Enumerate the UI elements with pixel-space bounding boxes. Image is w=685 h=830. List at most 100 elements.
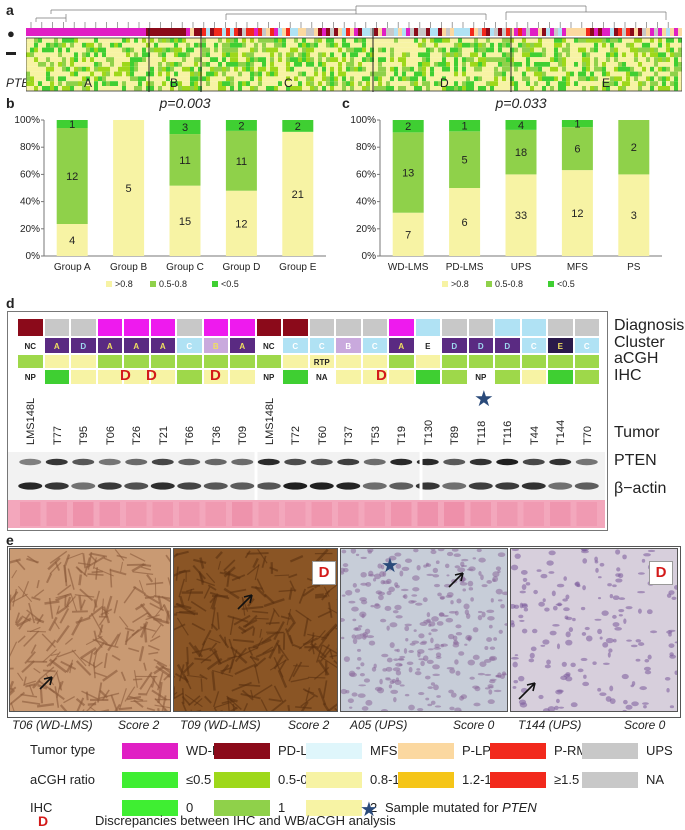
tissue-fiber bbox=[270, 699, 287, 711]
tissue-fiber bbox=[10, 680, 15, 690]
acgh-cell bbox=[538, 38, 542, 43]
acgh-cell bbox=[142, 47, 146, 53]
acgh-cell bbox=[258, 47, 262, 53]
tissue-fiber bbox=[44, 600, 60, 605]
acgh-cell bbox=[258, 62, 262, 67]
acgh-cell bbox=[266, 66, 270, 72]
acgh-cell bbox=[530, 86, 534, 91]
acgh-cell bbox=[150, 42, 154, 48]
acgh-cell bbox=[122, 57, 126, 62]
cell-nucleus bbox=[393, 696, 397, 703]
ihc-cell bbox=[282, 369, 309, 385]
acgh-cell bbox=[110, 47, 114, 53]
acgh-cell bbox=[238, 86, 242, 91]
acgh-cell bbox=[630, 52, 634, 58]
acgh-cell bbox=[266, 86, 270, 91]
acgh-cell bbox=[290, 52, 294, 58]
acgh-cell bbox=[626, 66, 630, 72]
acgh-cell bbox=[258, 38, 262, 43]
acgh-cell bbox=[506, 81, 510, 86]
acgh-cell bbox=[446, 52, 450, 58]
acgh-cell bbox=[229, 354, 256, 369]
acgh-cell bbox=[386, 81, 390, 86]
pten-band bbox=[98, 458, 121, 466]
ihc-photo-t06 bbox=[9, 548, 171, 712]
acgh-cell bbox=[362, 62, 366, 67]
chart-title: p=0.003 bbox=[159, 95, 211, 111]
acgh-cell bbox=[334, 38, 338, 43]
acgh-cell bbox=[214, 76, 218, 82]
acgh-cell bbox=[134, 66, 138, 72]
acgh-cell bbox=[362, 57, 366, 62]
cell-nucleus bbox=[408, 650, 414, 653]
tissue-fiber bbox=[86, 701, 97, 711]
tissue-fiber bbox=[167, 577, 170, 587]
acgh-cell bbox=[102, 66, 106, 72]
acgh-cell bbox=[634, 57, 638, 62]
tissue-fiber bbox=[42, 648, 58, 663]
acgh-cell bbox=[310, 86, 314, 91]
cell-nucleus bbox=[418, 691, 425, 696]
acgh-cell bbox=[486, 52, 490, 58]
acgh-cell bbox=[398, 76, 402, 82]
cell-nucleus bbox=[382, 571, 387, 577]
acgh-cell bbox=[666, 66, 670, 72]
acgh-cell bbox=[82, 81, 86, 86]
acgh-cell bbox=[534, 52, 538, 58]
acgh-cell bbox=[362, 86, 366, 91]
acgh-cell bbox=[78, 86, 82, 91]
tissue-fiber bbox=[230, 649, 238, 669]
acgh-cell bbox=[274, 71, 278, 77]
cell-nucleus bbox=[474, 686, 481, 692]
acgh-cell bbox=[626, 52, 630, 58]
acgh-cell bbox=[422, 38, 426, 43]
acgh-cell bbox=[674, 52, 678, 58]
acgh-cell bbox=[374, 66, 378, 72]
data-label: 5 bbox=[126, 183, 132, 195]
acgh-cell bbox=[490, 81, 494, 86]
tissue-fiber bbox=[97, 634, 108, 645]
tissue-fiber bbox=[132, 571, 154, 575]
data-label: 3 bbox=[631, 210, 637, 222]
tissue-fiber bbox=[329, 654, 337, 658]
acgh-cell bbox=[462, 62, 466, 67]
cell-nucleus bbox=[638, 642, 645, 646]
acgh-cell bbox=[334, 66, 338, 72]
diagnosis-cell bbox=[90, 28, 94, 36]
cell-nucleus bbox=[426, 573, 434, 576]
acgh-cell bbox=[166, 42, 170, 48]
acgh-cell bbox=[478, 57, 482, 62]
acgh-cell bbox=[466, 47, 470, 53]
cell-nucleus bbox=[418, 658, 425, 661]
acgh-cell bbox=[554, 71, 558, 77]
cell-nucleus bbox=[522, 577, 528, 582]
acgh-cell bbox=[630, 71, 634, 77]
acgh-cell bbox=[586, 71, 590, 77]
cell-nucleus bbox=[416, 564, 421, 571]
tissue-fiber bbox=[196, 578, 215, 587]
acgh-cell bbox=[326, 42, 330, 48]
cell-nucleus bbox=[487, 616, 495, 621]
acgh-cell bbox=[598, 81, 602, 86]
tissue-fiber bbox=[10, 641, 18, 657]
acgh-cell bbox=[138, 71, 142, 77]
acgh-cell bbox=[222, 47, 226, 53]
diagnosis-cell bbox=[62, 28, 66, 36]
acgh-cell bbox=[54, 62, 58, 67]
tissue-fiber bbox=[200, 678, 203, 692]
acgh-cell bbox=[594, 86, 598, 91]
acgh-cell bbox=[642, 52, 646, 58]
acgh-cell bbox=[666, 86, 670, 91]
cell-nucleus bbox=[428, 623, 432, 627]
cluster-cell: C bbox=[308, 337, 335, 354]
acgh-cell bbox=[194, 76, 198, 82]
acgh-cell bbox=[346, 76, 350, 82]
acgh-cell bbox=[550, 81, 554, 86]
acgh-cell bbox=[334, 47, 338, 53]
cell-nucleus bbox=[377, 591, 386, 596]
group-label-e: E bbox=[602, 76, 611, 90]
acgh-cell bbox=[382, 76, 386, 82]
cell-nucleus bbox=[427, 648, 434, 651]
acgh-cell bbox=[598, 42, 602, 48]
diagnosis-cell bbox=[442, 28, 446, 36]
